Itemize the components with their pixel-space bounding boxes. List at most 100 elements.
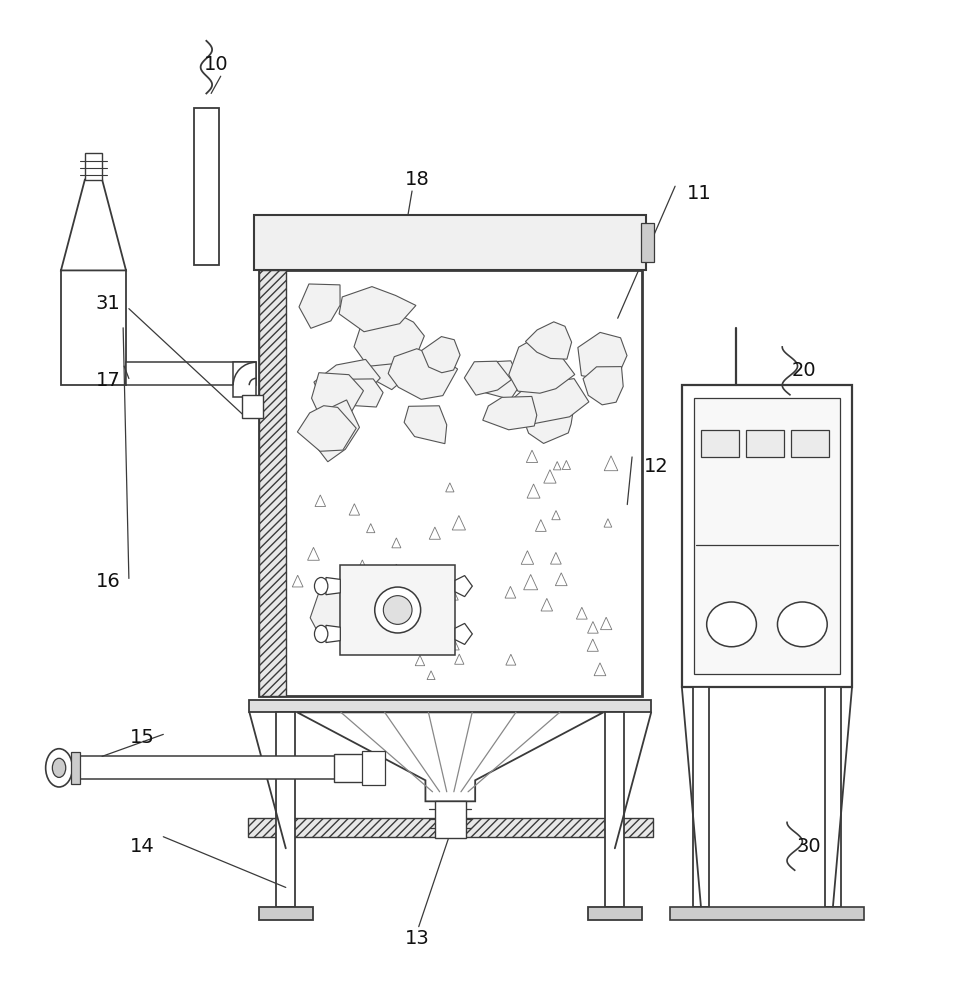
Polygon shape	[526, 322, 572, 359]
Text: 31: 31	[96, 294, 120, 313]
Polygon shape	[601, 617, 612, 630]
Bar	[340, 565, 455, 655]
Polygon shape	[415, 655, 424, 666]
Bar	[241, 395, 262, 418]
Bar	[671, 907, 863, 920]
Bar	[435, 801, 466, 838]
Polygon shape	[521, 551, 534, 564]
Bar	[259, 270, 285, 696]
Polygon shape	[445, 585, 458, 600]
Polygon shape	[61, 180, 126, 270]
Bar	[254, 215, 647, 270]
Polygon shape	[506, 654, 515, 665]
Bar	[259, 907, 312, 920]
Polygon shape	[390, 564, 402, 578]
Bar	[259, 270, 642, 696]
Polygon shape	[578, 332, 627, 379]
Polygon shape	[367, 338, 410, 390]
Polygon shape	[449, 639, 459, 650]
Ellipse shape	[778, 602, 827, 647]
Polygon shape	[404, 406, 446, 444]
Bar	[249, 700, 651, 712]
Bar	[825, 687, 840, 907]
Text: 12: 12	[644, 457, 669, 476]
Polygon shape	[452, 515, 466, 530]
Polygon shape	[429, 527, 441, 539]
Polygon shape	[505, 586, 515, 598]
Polygon shape	[297, 406, 356, 451]
Polygon shape	[354, 312, 424, 366]
Polygon shape	[314, 359, 380, 405]
Polygon shape	[310, 589, 365, 644]
Ellipse shape	[383, 596, 412, 624]
Polygon shape	[398, 604, 406, 613]
Polygon shape	[315, 495, 326, 507]
Polygon shape	[331, 379, 383, 407]
Bar	[247, 818, 653, 837]
Bar	[71, 752, 80, 784]
Polygon shape	[380, 569, 391, 579]
Polygon shape	[455, 623, 472, 644]
Polygon shape	[299, 284, 340, 328]
Polygon shape	[326, 625, 340, 643]
Polygon shape	[422, 337, 460, 373]
Bar	[791, 430, 829, 457]
Text: 15: 15	[130, 728, 154, 747]
Polygon shape	[388, 349, 458, 399]
Polygon shape	[309, 400, 359, 462]
Polygon shape	[583, 367, 624, 405]
Ellipse shape	[46, 749, 73, 787]
Bar	[233, 362, 256, 397]
Polygon shape	[587, 621, 598, 633]
Text: 17: 17	[96, 371, 120, 390]
Polygon shape	[509, 332, 575, 393]
Polygon shape	[424, 567, 438, 582]
Bar	[76, 756, 369, 779]
Polygon shape	[524, 574, 537, 590]
Ellipse shape	[375, 587, 421, 633]
Polygon shape	[292, 575, 303, 587]
Text: 30: 30	[797, 837, 821, 856]
Text: 16: 16	[96, 572, 120, 591]
Polygon shape	[521, 407, 574, 443]
Bar	[333, 754, 379, 782]
Bar	[641, 223, 654, 262]
Polygon shape	[469, 361, 521, 400]
Text: 13: 13	[404, 929, 429, 948]
Bar	[61, 270, 126, 385]
Bar	[695, 398, 839, 674]
Ellipse shape	[314, 577, 328, 595]
Polygon shape	[577, 607, 587, 619]
Text: 11: 11	[687, 184, 712, 203]
Polygon shape	[556, 573, 567, 586]
Polygon shape	[483, 396, 536, 430]
Polygon shape	[308, 547, 319, 560]
Polygon shape	[536, 520, 546, 531]
Polygon shape	[604, 519, 612, 527]
Polygon shape	[541, 598, 553, 611]
Polygon shape	[465, 361, 512, 395]
Polygon shape	[326, 577, 340, 595]
Polygon shape	[427, 671, 435, 680]
Bar	[276, 712, 295, 907]
Polygon shape	[392, 538, 401, 548]
Polygon shape	[455, 576, 472, 597]
Ellipse shape	[53, 758, 66, 777]
Polygon shape	[587, 639, 599, 651]
Bar	[682, 385, 852, 687]
Bar	[126, 362, 256, 385]
Polygon shape	[349, 504, 359, 515]
Text: 18: 18	[404, 170, 429, 189]
Bar	[362, 751, 385, 785]
Polygon shape	[562, 460, 571, 469]
Bar	[746, 430, 785, 457]
Polygon shape	[526, 450, 537, 463]
Bar	[701, 430, 740, 457]
Polygon shape	[297, 712, 604, 801]
Bar	[85, 153, 103, 180]
Text: 14: 14	[130, 837, 154, 856]
Text: 10: 10	[204, 55, 228, 74]
Polygon shape	[527, 484, 540, 498]
Ellipse shape	[314, 625, 328, 643]
Polygon shape	[552, 511, 560, 520]
